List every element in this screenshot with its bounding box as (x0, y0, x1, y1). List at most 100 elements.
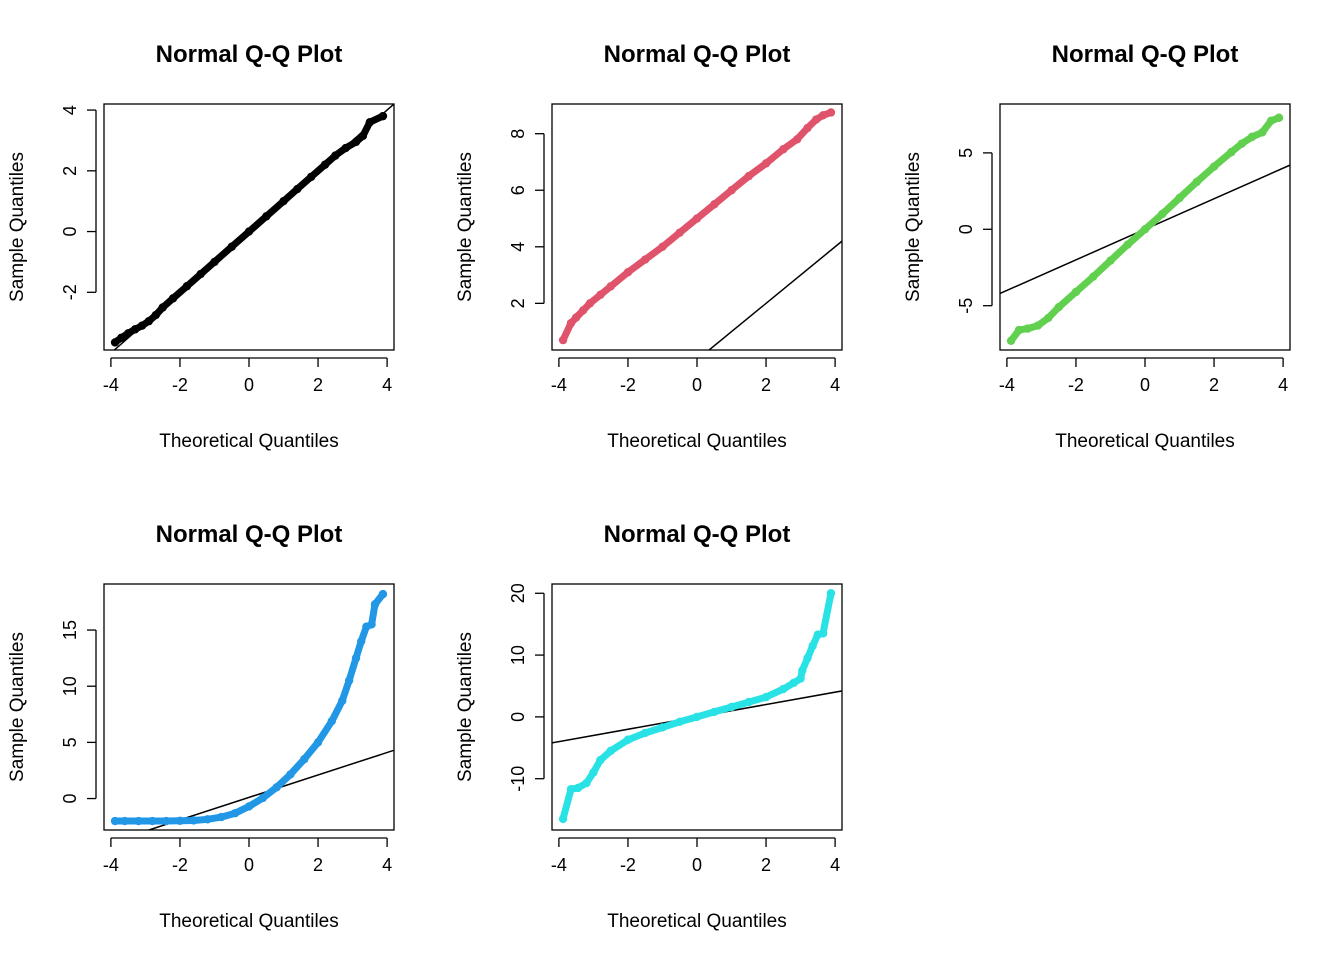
data-point (1140, 225, 1150, 234)
data-point (641, 728, 650, 738)
y-tick-label: 15 (60, 620, 80, 640)
data-point (1044, 313, 1053, 323)
data-point (571, 313, 581, 322)
data-point (811, 115, 821, 124)
y-axis: -10 0 10 20 (508, 583, 545, 792)
x-tick-label: 0 (244, 855, 254, 875)
x-tick-label: 4 (830, 375, 840, 395)
data-point (803, 123, 812, 133)
data-point (675, 228, 684, 237)
data-point (1237, 139, 1246, 148)
y-tick-label: 5 (60, 737, 80, 747)
x-tick-label: -2 (620, 855, 636, 875)
x-axis: -4 -2 0 2 4 (551, 357, 840, 395)
data-point (365, 118, 375, 127)
plot-frame (551, 103, 843, 351)
x-tick-label: 0 (1140, 375, 1150, 395)
panel-title: Normal Q-Q Plot (156, 521, 343, 548)
y-axis: -5 0 5 (956, 148, 993, 314)
x-tick-label: -4 (551, 375, 567, 395)
data-point (1227, 147, 1236, 157)
x-tick-label: -2 (172, 855, 188, 875)
data-point (175, 816, 185, 825)
data-point (585, 299, 595, 308)
data-point (692, 214, 702, 223)
y-axis-label: Sample Quantiles (7, 632, 28, 782)
x-axis-label: Theoretical Quantiles (159, 911, 339, 932)
x-tick-label: 0 (692, 375, 702, 395)
data-point (761, 692, 771, 702)
x-axis-label: Theoretical Quantiles (607, 431, 787, 452)
data-point (168, 294, 178, 303)
data-point (378, 589, 388, 599)
data-point (1106, 256, 1115, 265)
y-tick-label: 10 (508, 645, 528, 665)
data-point (161, 816, 171, 826)
panel-title: Normal Q-Q Plot (604, 521, 791, 548)
data-point (798, 666, 807, 675)
x-tick-label: 2 (761, 375, 771, 395)
data-point (144, 316, 154, 326)
data-point (320, 160, 330, 169)
y-tick-label: 10 (60, 676, 80, 696)
qq-panel-5: Normal Q-Q Plot -4 -2 0 2 4 -10 0 10 20 Theoret… (455, 521, 843, 932)
x-axis-label: Theoretical Quantiles (159, 431, 339, 452)
x-tick-label: 4 (382, 855, 392, 875)
data-point (196, 269, 205, 279)
data-point (658, 242, 667, 251)
plot-frame (103, 583, 395, 831)
data-point (327, 716, 337, 726)
data-point (1266, 116, 1276, 126)
data-point (792, 135, 802, 144)
y-tick-label: -5 (956, 298, 976, 314)
x-tick-label: 4 (382, 375, 392, 395)
panel-title: Normal Q-Q Plot (156, 41, 343, 68)
data-point (279, 196, 288, 206)
data-point (789, 678, 798, 688)
y-axis-label: Sample Quantiles (455, 632, 476, 782)
data-point (558, 335, 568, 345)
data-point (1209, 162, 1219, 171)
x-tick-label: 2 (313, 375, 323, 395)
x-tick-label: -4 (999, 375, 1015, 395)
x-tick-label: -4 (103, 375, 119, 395)
data-point (1258, 128, 1267, 137)
qq-panel-2: Normal Q-Q Plot -4 -2 0 2 4 2 4 6 8 Theoretical… (455, 41, 843, 452)
data-point (744, 697, 753, 707)
data-point (566, 785, 576, 794)
data-point (117, 333, 126, 343)
y-axis-label: Sample Quantiles (455, 152, 476, 302)
data-point (675, 717, 684, 727)
x-axis: -4 -2 0 2 4 (999, 357, 1288, 395)
data-point (1089, 272, 1098, 281)
y-tick-label: 2 (508, 298, 528, 308)
data-point (217, 812, 226, 822)
points-layer (558, 108, 842, 350)
data-point (120, 816, 129, 826)
data-point (244, 227, 254, 236)
data-point (367, 620, 376, 629)
data-point (1175, 193, 1184, 203)
data-point (1158, 209, 1167, 219)
y-tick-label: 0 (60, 794, 80, 804)
x-tick-label: -4 (551, 855, 567, 875)
data-point (796, 674, 805, 683)
data-point (589, 768, 598, 777)
plot-frame (999, 103, 1291, 351)
sample-band (559, 589, 835, 823)
data-point (227, 242, 236, 251)
data-point (351, 137, 361, 147)
data-point (134, 816, 143, 826)
data-point (137, 321, 147, 330)
data-point (230, 808, 240, 818)
data-point (727, 186, 736, 195)
qq-panel-3: Normal Q-Q Plot -4 -2 0 2 4 -5 0 5 Theoretical… (903, 41, 1291, 452)
data-point (358, 131, 368, 141)
data-point (558, 814, 568, 824)
y-axis: 2 4 6 8 (508, 129, 545, 308)
data-point (151, 310, 160, 320)
data-point (331, 151, 340, 160)
sample-band (559, 109, 835, 344)
data-point (130, 325, 140, 334)
data-point (244, 802, 254, 811)
